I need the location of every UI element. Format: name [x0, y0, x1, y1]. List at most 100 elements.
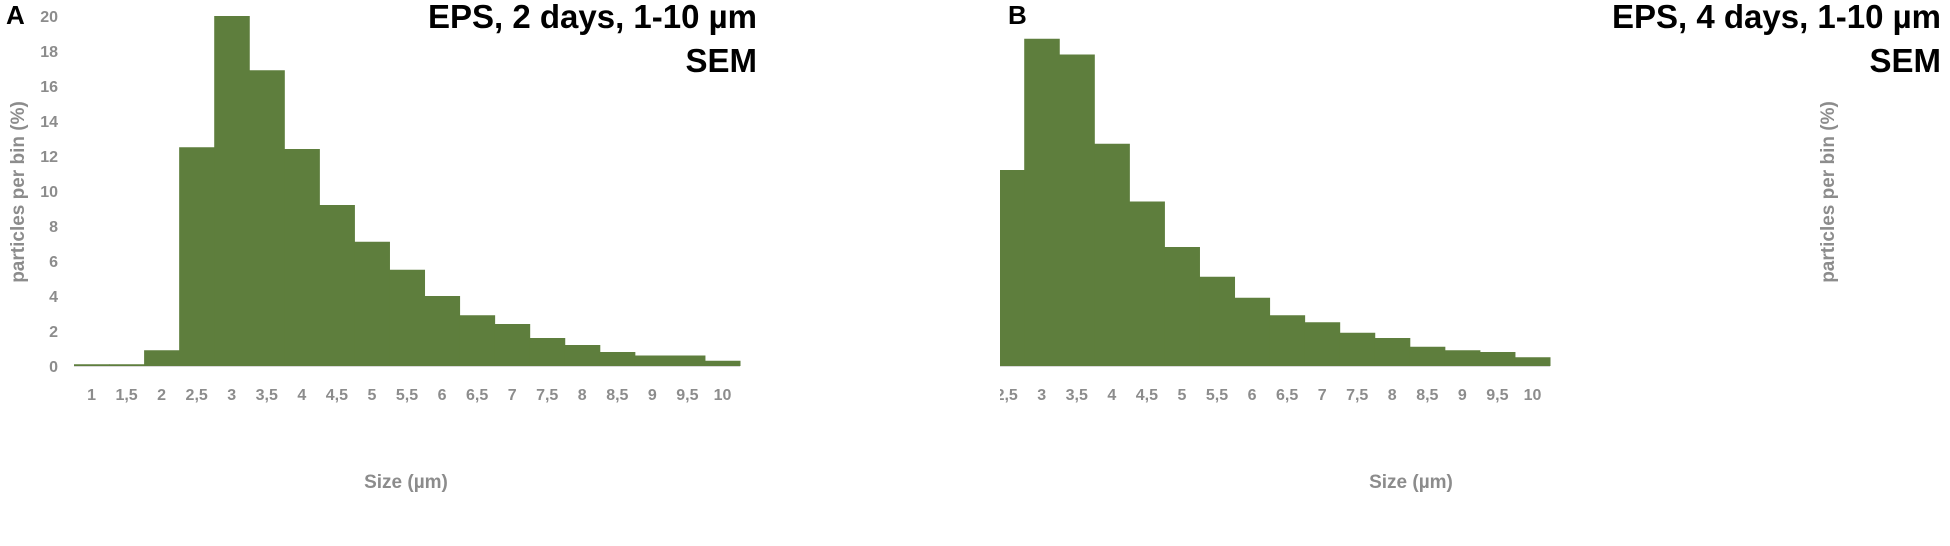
x-axis-label-a: Size (µm) — [364, 472, 448, 493]
bar-a-6 — [284, 149, 320, 366]
y-tick-label-a-3: 6 — [49, 254, 58, 271]
bar-a-4 — [214, 16, 250, 366]
chart-subtitle-b: SEM — [1869, 42, 1941, 79]
x-tick-label-a-0: 1 — [87, 387, 96, 404]
y-tick-label-a-4: 8 — [49, 219, 58, 236]
y-tick-label-a-9: 18 — [40, 44, 58, 61]
chart-panel-a: A EPS, 2 days, 1-10 µm SEM Size (µm) par… — [0, 0, 960, 546]
bar-a-14 — [564, 345, 601, 366]
x-tick-label-a-6: 4 — [297, 387, 306, 404]
bar-b-13 — [1339, 332, 1376, 366]
bar-b-10 — [1234, 297, 1271, 366]
bar-a-3 — [179, 147, 215, 366]
x-tick-label-b-13: 7,5 — [1346, 387, 1368, 404]
bar-a-5 — [249, 70, 285, 366]
bar-b-18 — [1514, 357, 1551, 366]
x-tick-label-b-6: 4 — [1107, 387, 1116, 404]
x-tick-label-b-14: 8 — [1388, 387, 1397, 404]
x-tick-label-a-12: 7 — [508, 387, 517, 404]
x-tick-label-a-14: 8 — [578, 387, 587, 404]
chart-subtitle-a: SEM — [685, 42, 757, 79]
bar-b-14 — [1374, 338, 1411, 366]
x-tick-label-b-16: 9 — [1458, 387, 1467, 404]
bar-b-5 — [1059, 54, 1095, 366]
x-tick-label-a-10: 6 — [438, 387, 447, 404]
bar-a-16 — [634, 355, 671, 366]
x-tick-label-b-5: 3,5 — [1066, 387, 1088, 404]
x-tick-label-b-9: 5,5 — [1206, 387, 1228, 404]
x-tick-label-b-8: 5 — [1177, 387, 1186, 404]
x-tick-label-a-3: 2,5 — [186, 387, 208, 404]
x-tick-label-a-8: 5 — [367, 387, 376, 404]
panel-letter-a: A — [6, 0, 25, 30]
x-tick-label-a-2: 2 — [157, 387, 166, 404]
bar-a-2 — [144, 350, 180, 366]
bar-a-0 — [74, 364, 110, 366]
y-tick-label-a-5: 10 — [40, 184, 58, 201]
y-axis-label-a: particles per bin (%) — [8, 101, 29, 283]
bar-b-9 — [1199, 276, 1236, 366]
bar-b-16 — [1444, 350, 1481, 366]
x-tick-label-a-16: 9 — [648, 387, 657, 404]
bar-b-6 — [1094, 143, 1130, 366]
chart-title-b: EPS, 4 days, 1-10 µm — [1612, 0, 1941, 35]
y-tick-label-a-2: 4 — [49, 289, 58, 306]
x-ticks-a: 1 1,5 2 2,5 3 3,5 4 4,5 5 5,5 6 6,5 7 7,5 8 8,5 9 9,5 10 — [87, 387, 731, 404]
bar-a-15 — [599, 352, 636, 366]
x-tick-label-a-17: 9,5 — [676, 387, 698, 404]
y-axis-label-b: particles per bin (%) — [1818, 101, 1839, 283]
bar-b-17 — [1479, 352, 1516, 366]
x-tick-label-a-1: 1,5 — [115, 387, 137, 404]
histogram-a: A EPS, 2 days, 1-10 µm SEM Size (µm) par… — [6, 0, 757, 493]
panel-letter-b: B — [1008, 0, 1027, 30]
x-tick-label-b-18: 10 — [1524, 387, 1542, 404]
bar-b-11 — [1269, 315, 1306, 366]
bar-a-7 — [319, 205, 355, 366]
y-ticks-a: 0 2 4 6 8 10 12 14 16 18 20 — [40, 9, 58, 376]
bar-b-8 — [1164, 247, 1200, 366]
x-tick-label-b-7: 4,5 — [1136, 387, 1158, 404]
y-tick-label-a-0: 0 — [49, 359, 58, 376]
x-tick-label-a-7: 4,5 — [326, 387, 348, 404]
y-tick-label-a-1: 2 — [49, 324, 58, 341]
bars-b — [1000, 38, 1551, 366]
x-tick-label-b-17: 9,5 — [1486, 387, 1508, 404]
x-tick-label-a-18: 10 — [714, 387, 732, 404]
bar-a-11 — [459, 315, 496, 366]
bar-a-1 — [109, 364, 145, 366]
histogram-b: B EPS, 4 days, 1-10 µm SEM Size (µm) par… — [1000, 0, 1941, 493]
x-tick-label-a-13: 7,5 — [536, 387, 558, 404]
x-axis-label-b: Size (µm) — [1369, 472, 1453, 493]
bar-a-17 — [669, 355, 706, 366]
x-tick-label-b-3: 2,5 — [1000, 387, 1018, 404]
bar-a-9 — [389, 269, 426, 366]
x-tick-label-a-4: 3 — [227, 387, 236, 404]
chart-panel-b: B EPS, 4 days, 1-10 µm SEM Size (µm) par… — [1000, 0, 1950, 546]
bar-a-18 — [704, 360, 741, 366]
x-ticks-b: 11,522,533,544,555,566,577,588,599,510 — [1000, 387, 1541, 404]
y-tick-label-a-10: 20 — [40, 9, 58, 26]
chart-title-a: EPS, 2 days, 1-10 µm — [428, 0, 757, 35]
x-tick-label-a-5: 3,5 — [256, 387, 278, 404]
bar-b-3 — [1000, 170, 1025, 366]
y-tick-label-a-8: 16 — [40, 79, 58, 96]
bar-b-12 — [1304, 322, 1341, 366]
y-tick-label-a-7: 14 — [40, 114, 58, 131]
x-tick-label-a-11: 6,5 — [466, 387, 488, 404]
y-tick-label-a-6: 12 — [40, 149, 58, 166]
x-tick-label-b-15: 8,5 — [1416, 387, 1438, 404]
x-tick-label-b-11: 6,5 — [1276, 387, 1298, 404]
x-tick-label-a-15: 8,5 — [606, 387, 628, 404]
x-tick-label-b-10: 6 — [1248, 387, 1257, 404]
x-tick-label-b-4: 3 — [1037, 387, 1046, 404]
bar-a-10 — [424, 296, 461, 366]
bar-a-12 — [494, 324, 531, 366]
bar-a-8 — [354, 241, 390, 366]
bar-b-7 — [1129, 201, 1165, 366]
x-tick-label-a-9: 5,5 — [396, 387, 418, 404]
bars-a — [74, 16, 741, 366]
bar-a-13 — [529, 338, 566, 366]
bar-b-4 — [1024, 38, 1060, 366]
x-tick-label-b-12: 7 — [1318, 387, 1327, 404]
bar-b-15 — [1409, 346, 1446, 366]
